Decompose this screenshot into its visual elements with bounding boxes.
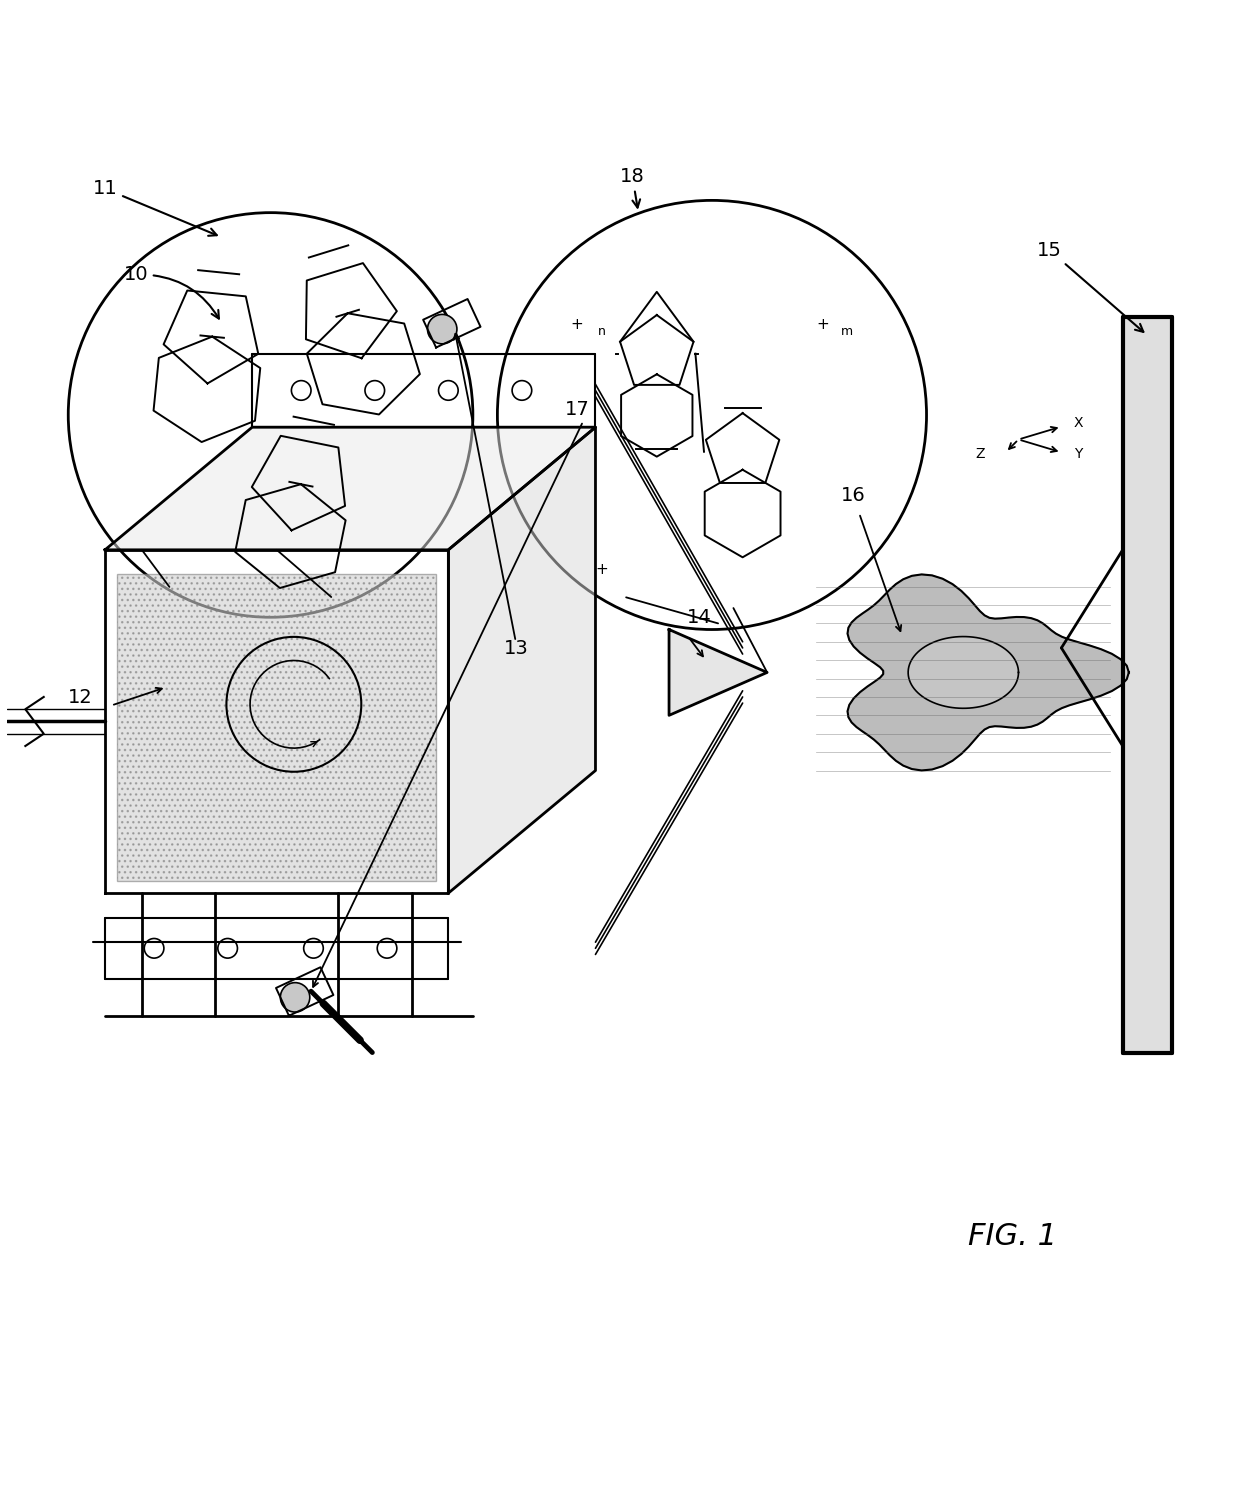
Text: +: + [816, 318, 828, 333]
Text: 16: 16 [841, 486, 866, 504]
Circle shape [428, 315, 456, 343]
Text: FIG. 1: FIG. 1 [968, 1222, 1056, 1250]
Text: 13: 13 [503, 639, 528, 658]
Circle shape [280, 983, 310, 1012]
Polygon shape [118, 574, 436, 880]
Text: 10: 10 [124, 266, 219, 319]
Text: X: X [1074, 416, 1084, 430]
Polygon shape [1122, 316, 1172, 1052]
Text: 14: 14 [687, 609, 712, 628]
Polygon shape [105, 427, 595, 551]
Text: +: + [570, 318, 584, 333]
Text: 17: 17 [564, 400, 589, 419]
Text: 11: 11 [93, 179, 217, 236]
Polygon shape [670, 630, 768, 715]
Text: 12: 12 [68, 688, 93, 707]
Text: Z: Z [975, 448, 985, 461]
Text: m: m [841, 325, 853, 339]
Text: 15: 15 [1037, 240, 1143, 331]
Text: +: + [595, 562, 608, 577]
Text: n: n [598, 325, 605, 339]
Polygon shape [908, 637, 1018, 709]
Polygon shape [449, 427, 595, 894]
Text: Y: Y [1074, 448, 1083, 461]
Polygon shape [847, 574, 1128, 770]
Text: 18: 18 [620, 167, 645, 207]
